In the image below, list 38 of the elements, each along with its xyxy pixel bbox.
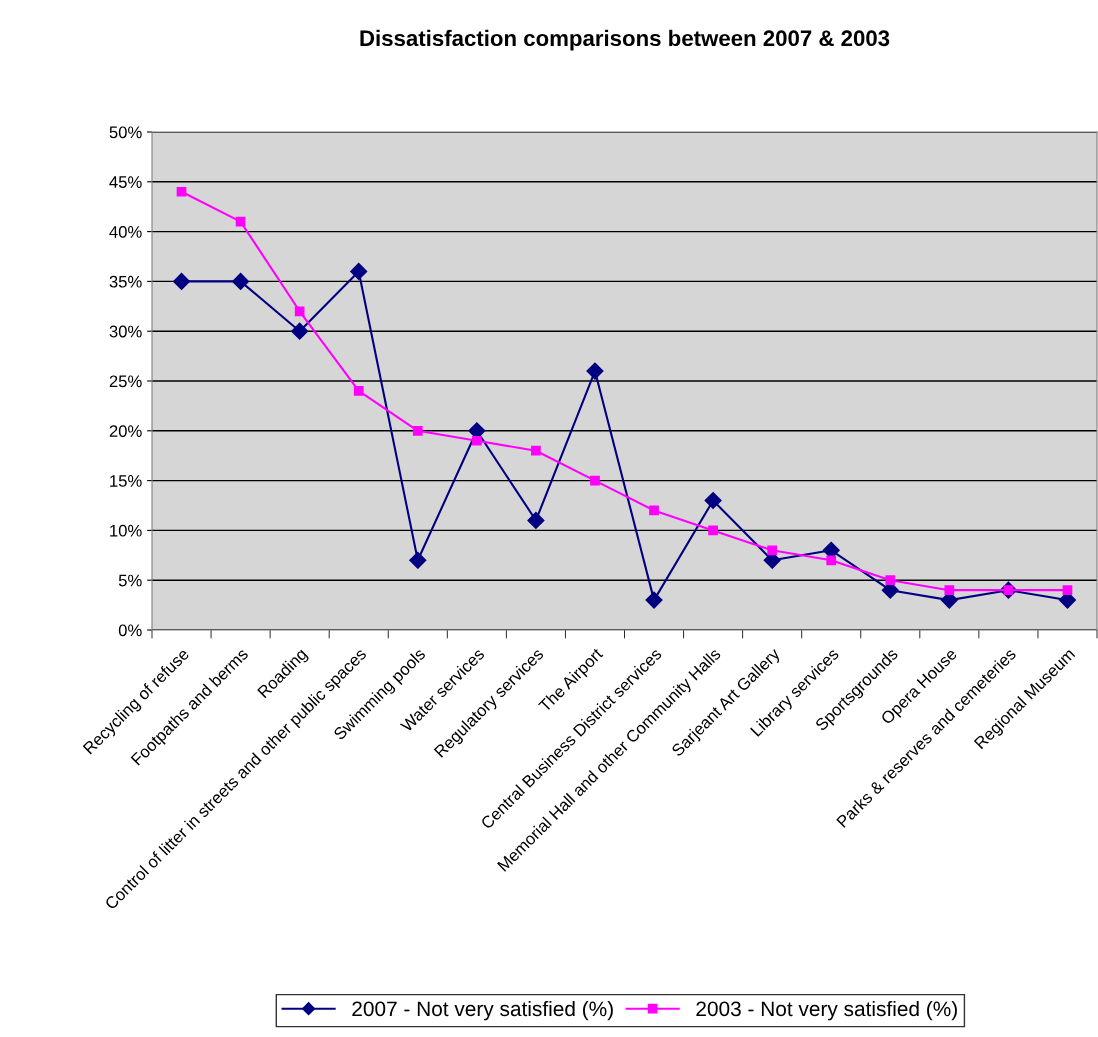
point (232, 272, 250, 290)
point (708, 525, 718, 536)
chart-title: Dissatisfaction comparisons between 2007 & 2003 (360, 29, 890, 51)
point (885, 575, 896, 586)
point (767, 545, 778, 556)
y-tick-label: 35% (109, 275, 142, 288)
y-tick-label: 15% (110, 475, 142, 487)
point (826, 555, 837, 566)
point (350, 262, 368, 280)
legend-label: 2007 - Not very satisfied (%) (352, 1000, 613, 1021)
y-tick-label: 50% (109, 126, 142, 139)
point (172, 272, 191, 290)
point (353, 386, 364, 396)
point (294, 306, 305, 317)
point (291, 322, 309, 340)
point (531, 445, 541, 456)
y-tick-label: 45% (109, 176, 142, 188)
y-tick-label: 30% (109, 325, 142, 338)
point (1062, 585, 1073, 596)
point (527, 511, 545, 529)
legend-label: 2003 - Not very satisfied (%) (696, 1000, 957, 1021)
point (645, 591, 663, 609)
y-tick-label: 40% (109, 226, 142, 238)
point (586, 362, 604, 380)
point (412, 425, 423, 436)
y-tick-label: 25% (109, 375, 142, 388)
point (944, 585, 955, 596)
point (409, 551, 427, 569)
point (704, 491, 722, 510)
point (590, 475, 600, 486)
y-tick-label: 5% (118, 574, 142, 587)
point (471, 435, 482, 446)
point (235, 216, 246, 227)
y-tick-label: 20% (109, 425, 142, 437)
point (176, 186, 187, 197)
y-tick-label: 10% (110, 524, 142, 537)
point (649, 505, 659, 516)
y-tick-label: 0% (118, 624, 142, 637)
